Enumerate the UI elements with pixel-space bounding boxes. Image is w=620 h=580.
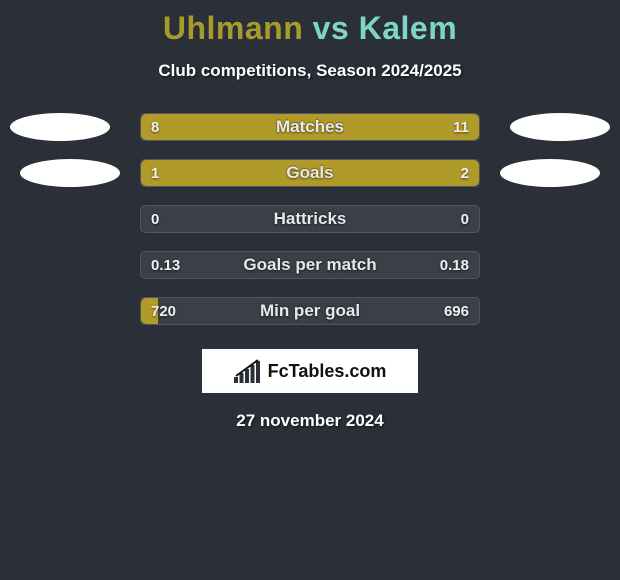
bar-track: 12Goals [140,159,480,187]
stat-label: Min per goal [141,298,479,324]
player-marker [10,113,110,141]
comparison-rows: 811Matches 12Goals 0 0Hattricks 0.13 0.18Goal… [0,113,620,325]
bar-track: 811Matches [140,113,480,141]
vs-separator: vs [313,10,350,46]
bar-left-fill [141,160,242,186]
player1-name: Uhlmann [163,10,303,46]
bar-track: 0.13 0.18Goals per match [140,251,480,279]
stat-row: 0.13 0.18Goals per match [0,251,620,279]
stat-label: Goals per match [141,252,479,278]
bar-left-fill [141,298,158,324]
stat-value-right: 0.18 [440,252,469,278]
stat-value-left: 0.13 [151,252,180,278]
logo-text: FcTables.com [268,361,387,382]
page-title: Uhlmann vs Kalem [0,0,620,47]
subtitle: Club competitions, Season 2024/2025 [0,61,620,81]
stat-value-left: 0 [151,206,159,232]
stat-row: 720696Min per goal [0,297,620,325]
stat-value-right: 0 [461,206,469,232]
snapshot-date: 27 november 2024 [0,411,620,431]
logo-bars-icon [234,359,262,383]
stat-row: 811Matches [0,113,620,141]
bar-track: 0 0Hattricks [140,205,480,233]
player-marker [500,159,600,187]
bar-right-fill [276,114,479,140]
player-marker [20,159,120,187]
bar-left-fill [141,114,276,140]
stat-row: 0 0Hattricks [0,205,620,233]
stat-value-right: 696 [444,298,469,324]
bar-track: 720696Min per goal [140,297,480,325]
bar-right-fill [242,160,479,186]
stat-label: Hattricks [141,206,479,232]
player-marker [510,113,610,141]
comparison-widget: Uhlmann vs Kalem Club competitions, Seas… [0,0,620,580]
fctables-logo[interactable]: FcTables.com [202,349,418,393]
player2-name: Kalem [359,10,458,46]
stat-row: 12Goals [0,159,620,187]
